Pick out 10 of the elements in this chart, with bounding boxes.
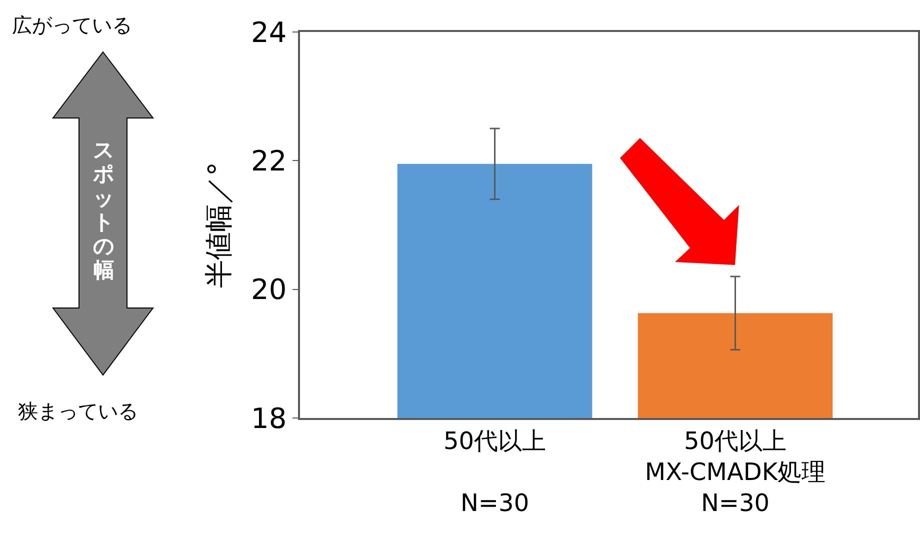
x-tick-label: 50代以上 MX-CMADK処理 N=30 [644, 426, 826, 518]
y-tick-label: 24 [251, 16, 287, 49]
y-axis-title: 半値幅／° [202, 162, 236, 288]
text: スポットの幅 [92, 138, 116, 282]
category-label: 50代以上 N=30 [444, 426, 546, 518]
text: 狭まっている [18, 398, 138, 425]
y-tick-label: 20 [251, 273, 287, 306]
y-tick-label: 22 [251, 144, 287, 178]
text: 広がっている [12, 12, 132, 39]
y-tick-label: 18 [251, 402, 287, 435]
